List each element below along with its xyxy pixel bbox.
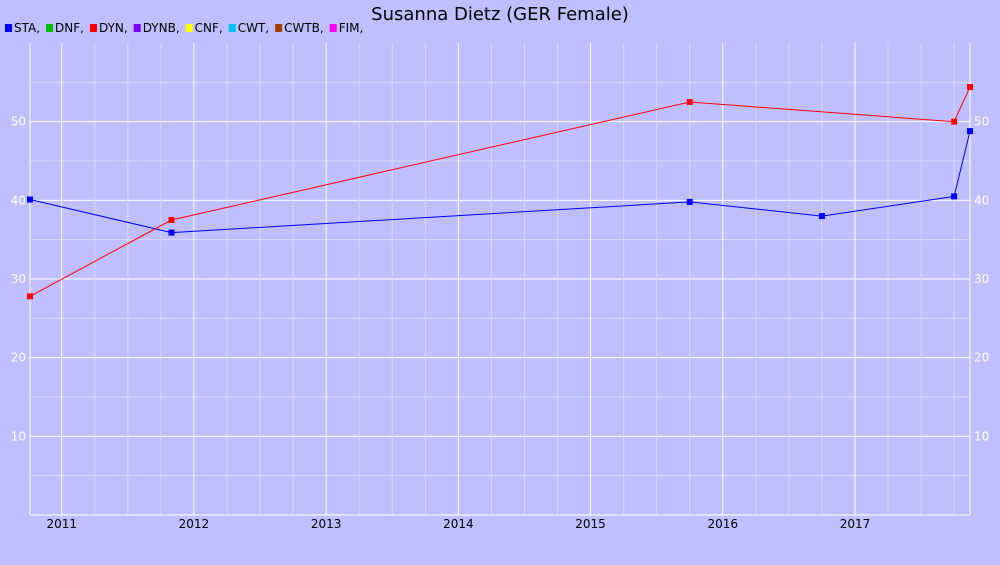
chart-title: Susanna Dietz (GER Female) xyxy=(371,4,629,25)
legend-swatch-sta xyxy=(5,24,12,32)
data-point-dyn xyxy=(168,217,175,223)
data-point-dyn xyxy=(27,293,33,300)
y-tick-label-left: 30 xyxy=(11,272,26,286)
data-point-sta xyxy=(168,229,175,236)
legend-label-dnf: DNF, xyxy=(55,21,84,35)
series-points xyxy=(27,84,973,300)
x-tick-label: 2012 xyxy=(179,517,210,531)
legend-label-fim: FIM, xyxy=(339,21,364,35)
legend-swatch-cwtb xyxy=(275,24,283,32)
tick-labels: 10 10 20 20 30 30 40 40 50 50 2011 2012 2013 2014 2015… xyxy=(11,115,990,531)
legend-label-cnf: CNF, xyxy=(195,21,223,35)
x-tick-label: 2015 xyxy=(575,517,606,531)
y-tick-label-right: 50 xyxy=(974,115,989,129)
y-tick-label-left: 10 xyxy=(11,429,26,443)
data-point-sta xyxy=(686,198,693,205)
legend-swatch-dyn xyxy=(89,24,97,32)
data-point-sta xyxy=(818,213,825,220)
legend-label-cwt: CWT, xyxy=(238,21,269,35)
data-point-sta xyxy=(27,196,33,203)
y-tick-label-left: 40 xyxy=(11,193,26,207)
legend: STA, DNF, DYN, DYNB, CNF, CWT, CWTB, FIM, xyxy=(5,21,363,35)
legend-swatch-cwt xyxy=(228,24,236,32)
x-tick-label: 2014 xyxy=(443,517,474,531)
data-point-dyn xyxy=(951,118,958,125)
data-point-dyn xyxy=(967,84,973,91)
grid xyxy=(30,43,970,515)
legend-label-cwtb: CWTB, xyxy=(284,21,324,35)
x-tick-label: 2017 xyxy=(840,517,871,531)
y-tick-label-right: 30 xyxy=(974,272,989,286)
x-tick-label: 2011 xyxy=(46,517,77,531)
series-line-sta xyxy=(29,130,971,234)
x-tick-label: 2013 xyxy=(311,517,342,531)
x-tick-label: 2016 xyxy=(707,517,738,531)
y-tick-label-left: 50 xyxy=(11,115,26,129)
legend-label-dynb: DYNB, xyxy=(143,21,180,35)
legend-swatch-cnf xyxy=(185,24,193,32)
legend-label-sta: STA, xyxy=(14,21,40,35)
data-point-dyn xyxy=(686,99,693,105)
legend-swatch-fim xyxy=(329,24,337,32)
axes xyxy=(29,43,971,516)
legend-swatch-dnf xyxy=(46,24,54,32)
y-tick-label-right: 40 xyxy=(974,193,989,207)
y-tick-label-right: 10 xyxy=(974,429,989,443)
y-tick-label-right: 20 xyxy=(974,351,989,365)
data-point-sta xyxy=(967,128,973,135)
legend-label-dyn: DYN, xyxy=(99,21,128,35)
legend-swatch-dynb xyxy=(133,24,141,32)
y-tick-label-left: 20 xyxy=(11,351,26,365)
data-point-sta xyxy=(951,193,958,200)
